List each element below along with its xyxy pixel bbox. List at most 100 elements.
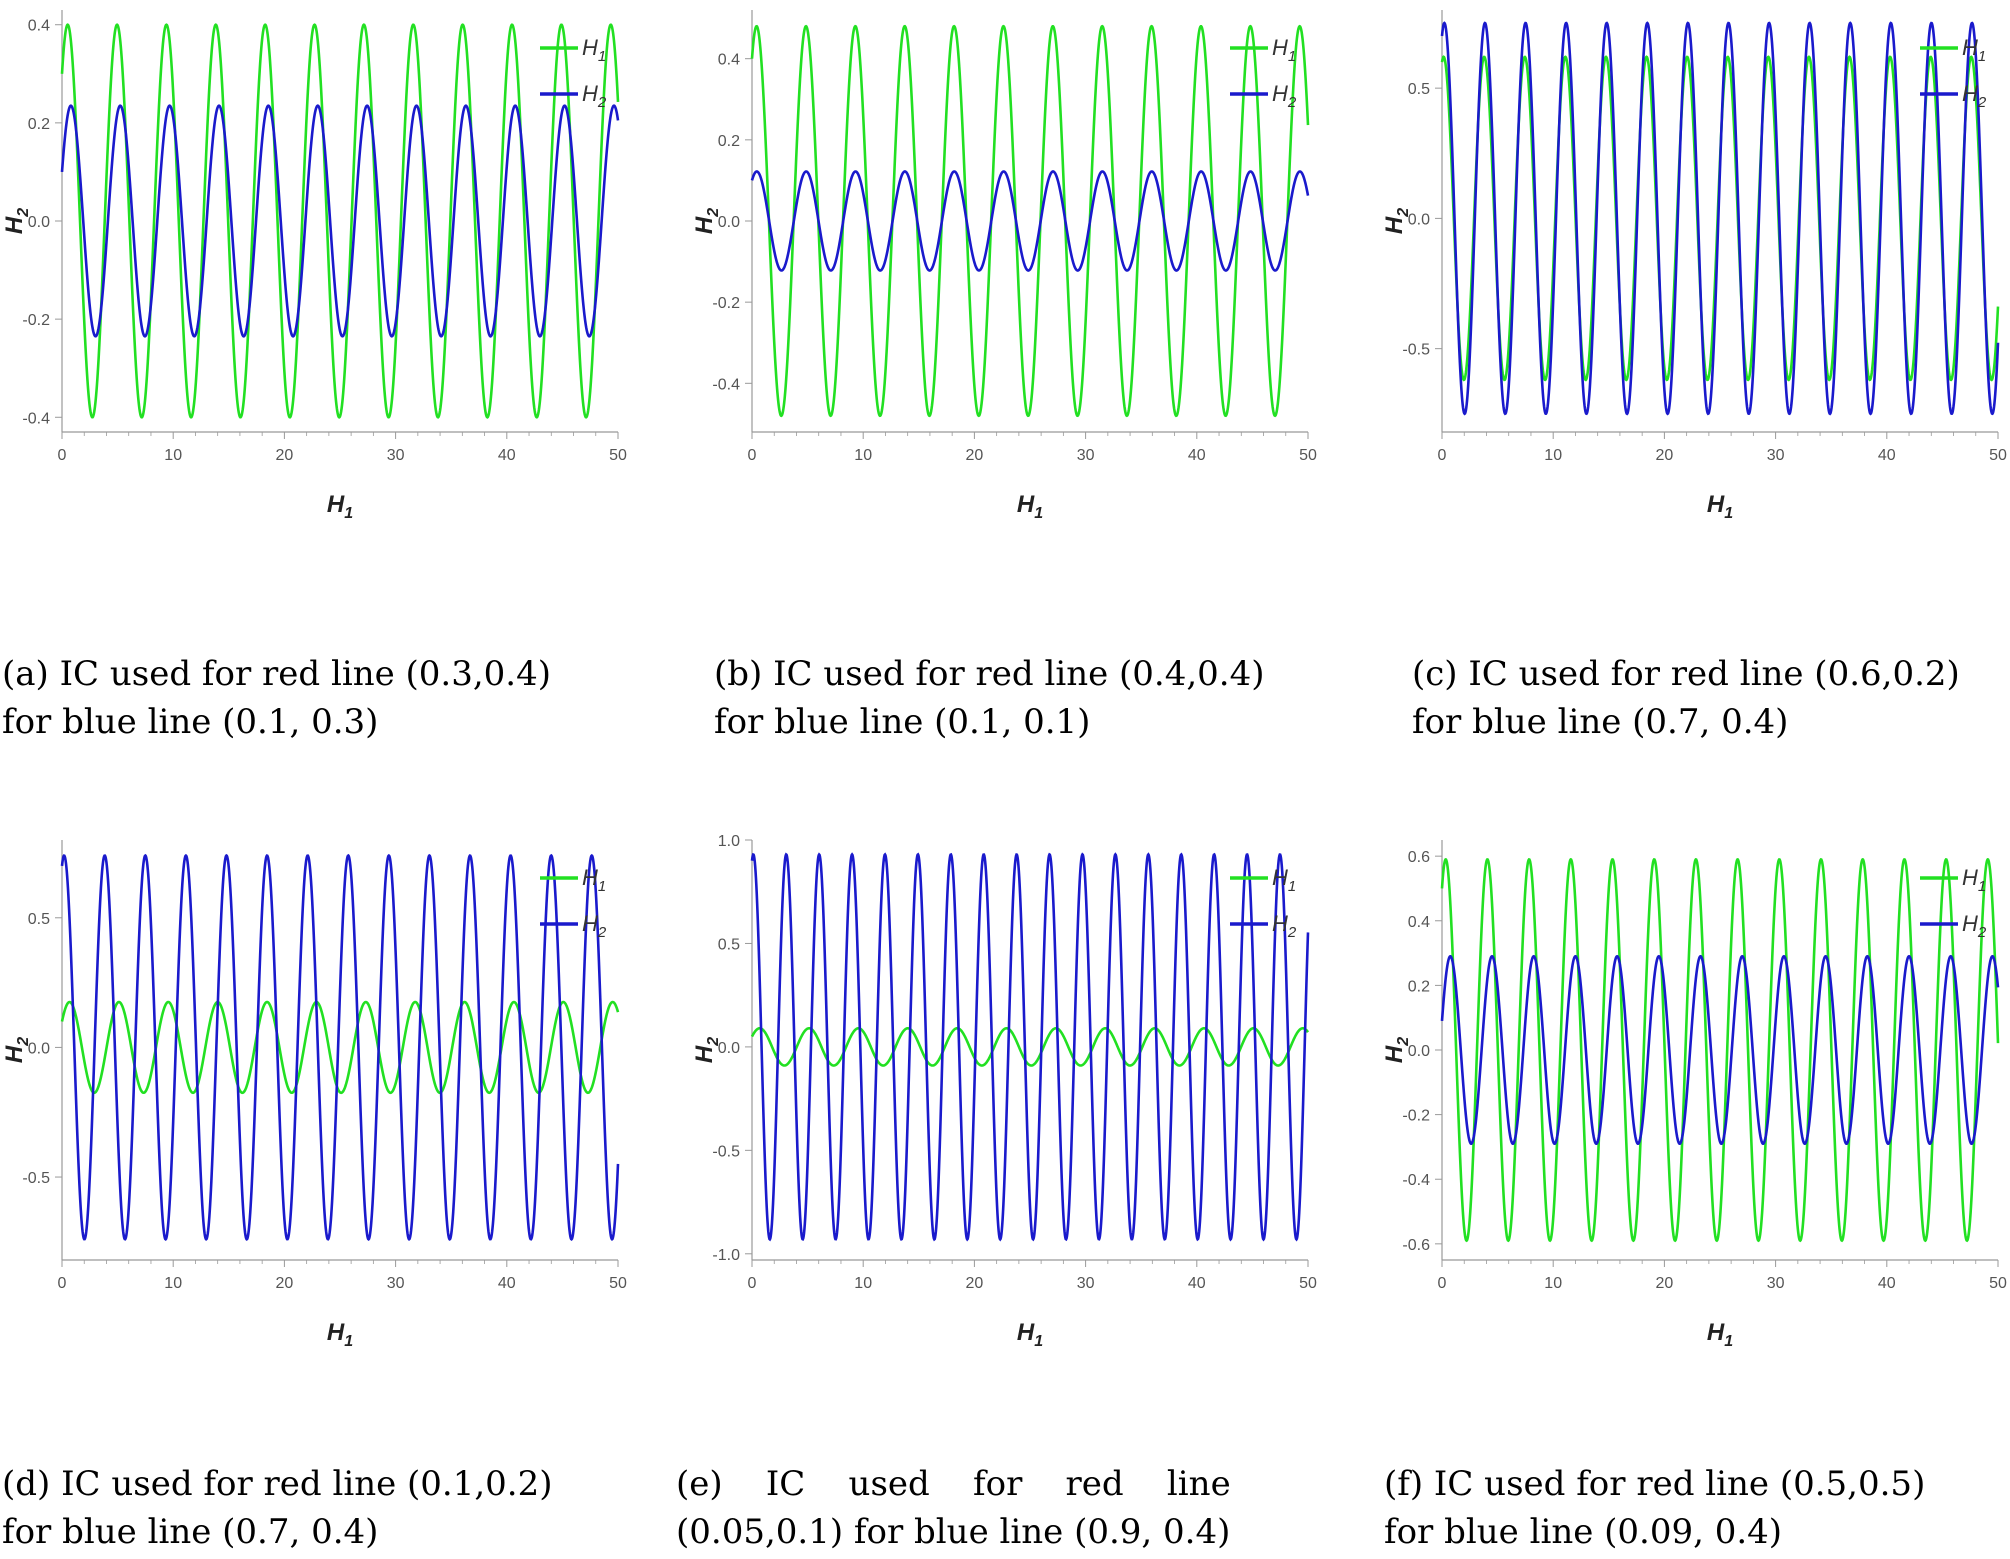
caption-a-line1: (a) IC used for red line (0.3,0.4) [2,654,552,694]
series-line-h1 [1440,55,2000,382]
series-line-h2 [60,853,620,1242]
x-axis-title: H1 [1707,491,1733,522]
y-tick-label: 0.5 [718,936,740,953]
y-tick-label: -1.0 [712,1247,740,1264]
x-tick-label: 50 [609,447,627,464]
x-tick-label: 20 [966,447,984,464]
y-tick-label: 0.4 [1408,914,1430,931]
chart-panel-d: 0 10 20 30 40 50 -0.5 0.0 0.5 H1 H2 H1 H2 (d) IC use… [0,810,670,1559]
caption-b-line1: (b) IC used for red line (0.4,0.4) [714,654,1265,694]
x-tick-label: 20 [276,1275,294,1292]
y-tick-label: 0.0 [28,1040,50,1057]
x-axis-title: H1 [327,491,353,522]
chart-panel-e: 0 10 20 30 40 50 -1.0 -0.5 0.0 0.5 1.0 H1 H2 H1 H2 (e)… [676,810,1360,1559]
x-tick-label: 50 [609,1275,627,1292]
y-axis-title: H2 [691,208,722,234]
y-tick-label: 0.0 [718,214,740,231]
caption-f: (f) IC used for red line (0.5,0.5) for b… [1384,1460,1925,1556]
y-tick-label: 0.0 [28,214,50,231]
x-tick-label: 30 [387,447,405,464]
x-tick-label: 20 [1656,1275,1674,1292]
x-tick-label: 50 [1989,1275,2007,1292]
y-axis-title: H2 [1,208,32,234]
x-tick-label: 20 [276,447,294,464]
chart-panel-b: 0 10 20 30 40 50 -0.4 -0.2 0.0 0.2 0.4 H1 H2 H1 H2 (b)… [690,0,1360,760]
caption-b-line2: for blue line (0.1, 0.1) [714,702,1091,742]
x-tick-label: 40 [1878,1275,1896,1292]
x-tick-label: 0 [1438,1275,1447,1292]
caption-e-line1: (e) IC used for red line [676,1464,1231,1504]
legend-label-h1: H1 [1272,35,1296,65]
x-axis-title: H1 [1017,491,1043,522]
x-axis-title: H1 [327,1319,353,1350]
caption-f-line1: (f) IC used for red line (0.5,0.5) [1384,1464,1926,1504]
caption-f-line2: for blue line (0.09, 0.4) [1384,1512,1783,1552]
y-axis-title: H2 [1381,1037,1412,1063]
y-axis-title: H2 [1381,208,1412,234]
y-tick-label: -0.6 [1402,1237,1430,1254]
x-tick-label: 40 [498,447,516,464]
series-line-h1 [750,24,1310,418]
chart-panel-a: 0 10 20 30 40 50 -0.4 -0.2 0.0 0.2 0.4 H1 H2 H1 H2 (a)… [0,0,670,760]
x-tick-label: 10 [854,1275,872,1292]
x-tick-label: 10 [1544,1275,1562,1292]
caption-e-line2: (0.05,0.1) for blue line (0.9, 0.4) [676,1512,1231,1552]
y-axis-title: H2 [691,1037,722,1063]
x-tick-label: 40 [1878,447,1896,464]
y-tick-label: 0.2 [718,133,740,150]
y-tick-label: -0.5 [22,1170,50,1187]
caption-c-line1: (c) IC used for red line (0.6,0.2) [1412,654,1960,694]
y-tick-label: -0.2 [712,295,740,312]
x-tick-label: 30 [1077,447,1095,464]
caption-d-line1: (d) IC used for red line (0.1,0.2) [2,1464,553,1504]
y-tick-label: -0.4 [712,376,740,393]
y-tick-label: -0.4 [22,410,50,427]
x-tick-label: 40 [498,1275,516,1292]
caption-d-line2: for blue line (0.7, 0.4) [2,1512,379,1552]
x-tick-label: 20 [1656,447,1674,464]
y-tick-label: 0.2 [28,116,50,133]
y-tick-label: 0.5 [1408,81,1430,98]
series-line-h1 [60,23,620,419]
y-tick-label: 0.0 [1408,1043,1430,1060]
series-line-h2 [60,104,620,338]
chart-panel-c: 0 10 20 30 40 50 -0.5 0.0 0.5 H1 H2 H1 H2 (c) IC use… [1380,0,2010,760]
caption-c: (c) IC used for red line (0.6,0.2) for b… [1412,650,1960,746]
x-tick-label: 0 [58,1275,67,1292]
y-axis-title: H2 [1,1037,32,1063]
x-tick-label: 50 [1299,1275,1317,1292]
caption-d: (d) IC used for red line (0.1,0.2) for b… [2,1460,553,1556]
x-tick-label: 50 [1989,447,2007,464]
x-tick-label: 20 [966,1275,984,1292]
series-line-h2 [1440,21,2000,416]
caption-a-line2: for blue line (0.1, 0.3) [2,702,379,742]
y-tick-label: 0.2 [1408,978,1430,995]
x-tick-label: 10 [854,447,872,464]
series-line-h2 [1440,954,2000,1145]
y-tick-label: 0.0 [1408,211,1430,228]
y-tick-label: 0.5 [28,911,50,928]
x-tick-label: 30 [1767,447,1785,464]
x-tick-label: 0 [1438,447,1447,464]
x-tick-label: 0 [58,447,67,464]
caption-c-line2: for blue line (0.7, 0.4) [1412,702,1789,742]
y-tick-label: 0.6 [1408,849,1430,866]
y-tick-label: -0.5 [1402,342,1430,359]
x-tick-label: 0 [748,447,757,464]
y-tick-label: 0.4 [718,52,740,69]
y-tick-label: -0.4 [1402,1172,1430,1189]
y-tick-label: 1.0 [718,833,740,850]
x-tick-label: 10 [164,447,182,464]
legend-label-h1: H1 [582,35,606,65]
x-tick-label: 40 [1188,447,1206,464]
series-line-h2 [750,852,1310,1242]
caption-a: (a) IC used for red line (0.3,0.4) for b… [2,650,551,746]
y-tick-label: 0.4 [28,18,50,35]
x-tick-label: 30 [1767,1275,1785,1292]
series-line-h1 [750,1026,1310,1067]
chart-panel-f: 0 10 20 30 40 50 -0.6 -0.4 -0.2 0.0 0.2 0.4 0.6 H1 H2 H… [1380,810,2010,1559]
